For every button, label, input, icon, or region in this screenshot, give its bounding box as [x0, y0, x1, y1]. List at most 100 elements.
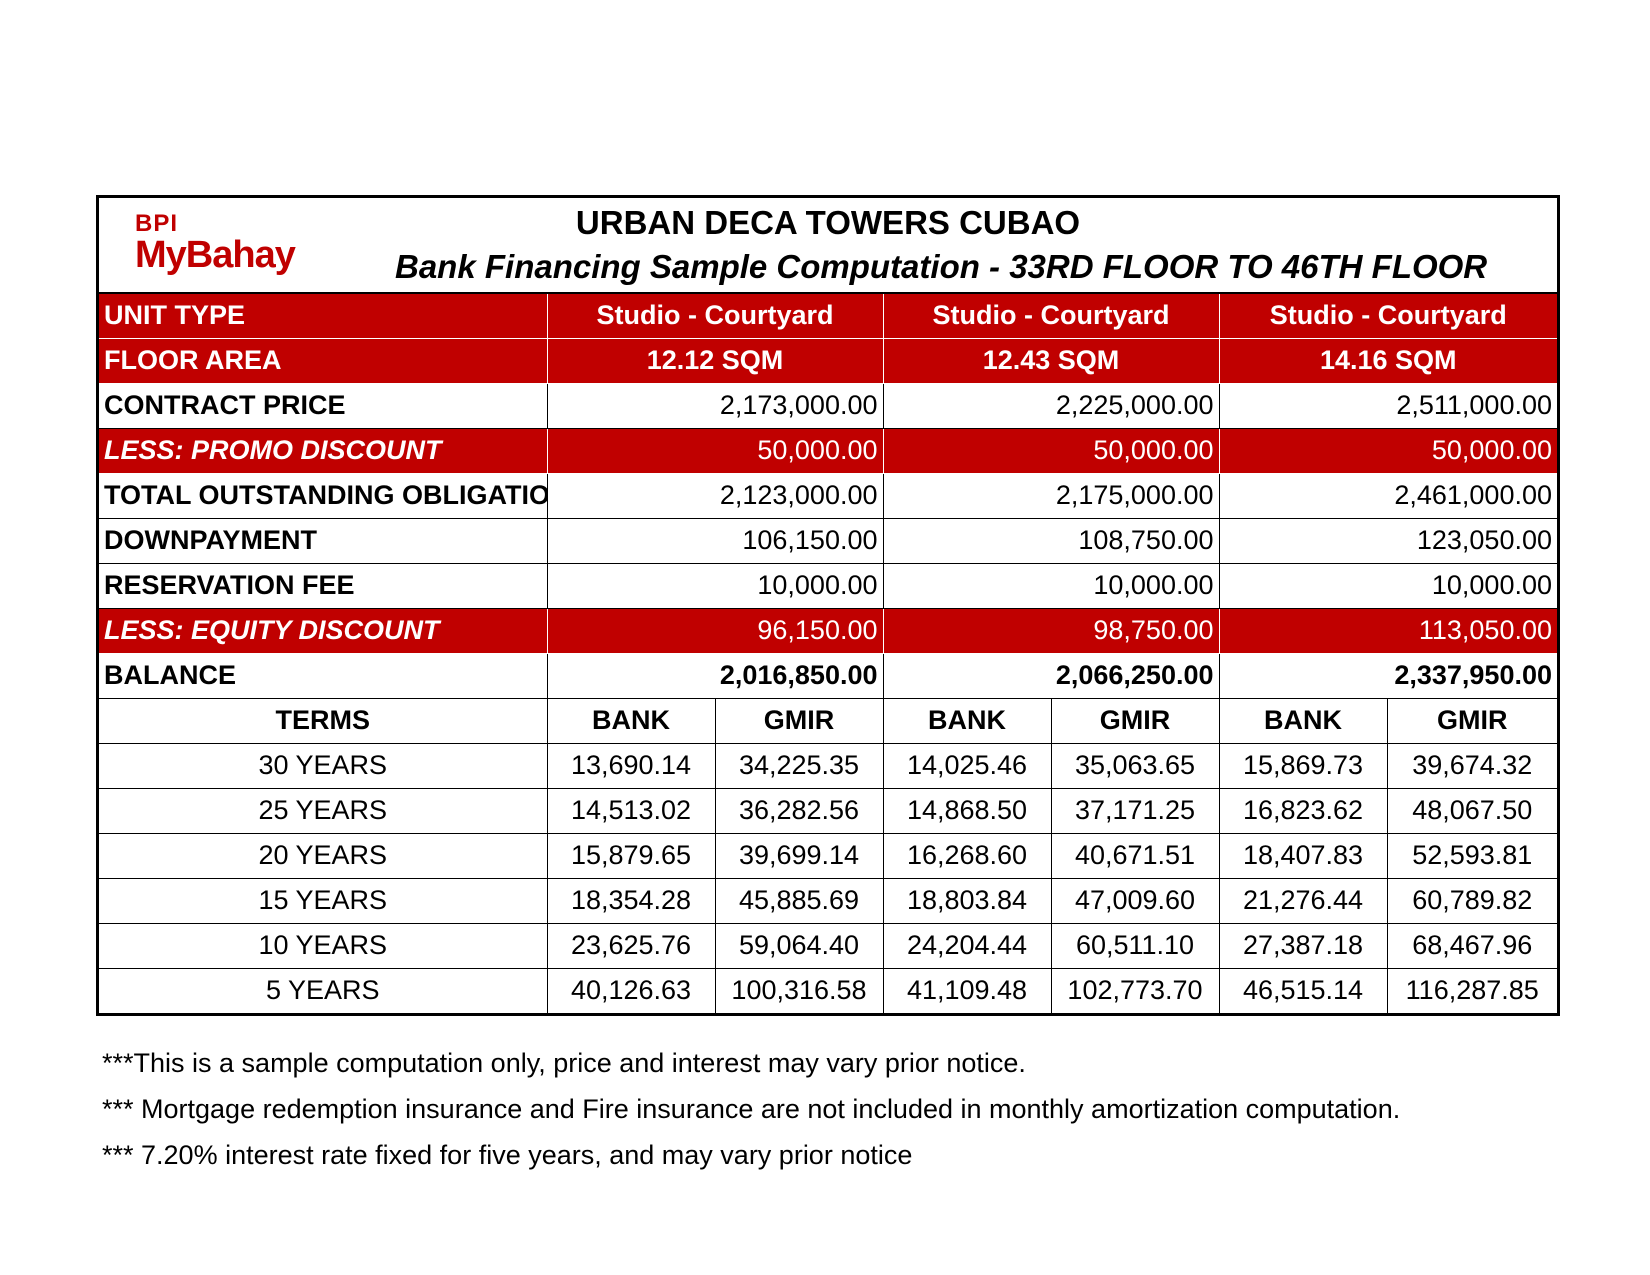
term-cell: 100,316.58: [714, 967, 884, 1013]
total-obligation-cell: 2,123,000.00: [546, 472, 884, 519]
term-cell: 60,789.82: [1386, 877, 1557, 924]
bpi-mybahay-logo: BPI MyBahay: [135, 210, 296, 276]
logo-bpi-text: BPI: [135, 210, 179, 237]
term-cell: 102,773.70: [1050, 967, 1220, 1013]
row-label: FLOOR AREA: [99, 337, 548, 384]
row-balance: BALANCE 2,016,850.00 2,066,250.00 2,337,…: [99, 652, 1557, 699]
downpayment-cell: 106,150.00: [546, 517, 884, 564]
term-cell: 37,171.25: [1050, 787, 1220, 834]
term-row: 5 YEARS 40,126.63 100,316.58 41,109.48 1…: [99, 967, 1557, 1013]
term-cell: 21,276.44: [1218, 877, 1388, 924]
term-cell: 24,204.44: [882, 922, 1052, 969]
term-cell: 18,803.84: [882, 877, 1052, 924]
row-total-obligation: TOTAL OUTSTANDING OBLIGATION 2,123,000.0…: [99, 472, 1557, 519]
term-cell: 52,593.81: [1386, 832, 1557, 879]
sheet-header: BPI MyBahay URBAN DECA TOWERS CUBAO Bank…: [99, 198, 1557, 292]
column-header-gmir: GMIR: [1386, 697, 1557, 744]
term-row: 15 YEARS 18,354.28 45,885.69 18,803.84 4…: [99, 877, 1557, 924]
term-cell: 45,885.69: [714, 877, 884, 924]
term-cell: 39,674.32: [1386, 742, 1557, 789]
row-reservation-fee: RESERVATION FEE 10,000.00 10,000.00 10,0…: [99, 562, 1557, 609]
term-cell: 27,387.18: [1218, 922, 1388, 969]
term-cell: 40,126.63: [546, 967, 716, 1013]
contract-price-cell: 2,173,000.00: [546, 382, 884, 429]
row-contract-price: CONTRACT PRICE 2,173,000.00 2,225,000.00…: [99, 382, 1557, 429]
column-header-gmir: GMIR: [714, 697, 884, 744]
row-equity-discount: LESS: EQUITY DISCOUNT 96,150.00 98,750.0…: [99, 607, 1557, 654]
column-header-bank: BANK: [546, 697, 716, 744]
promo-discount-cell: 50,000.00: [882, 427, 1220, 474]
term-cell: 36,282.56: [714, 787, 884, 834]
row-label: LESS: PROMO DISCOUNT: [99, 427, 548, 474]
term-cell: 39,699.14: [714, 832, 884, 879]
balance-cell: 2,066,250.00: [882, 652, 1220, 699]
term-cell: 13,690.14: [546, 742, 716, 789]
unit-type-cell: Studio - Courtyard: [1218, 292, 1557, 339]
row-label: TOTAL OUTSTANDING OBLIGATION: [99, 472, 548, 519]
terms-header-label: TERMS: [99, 697, 548, 744]
row-unit-type: UNIT TYPE Studio - Courtyard Studio - Co…: [99, 292, 1557, 339]
balance-cell: 2,016,850.00: [546, 652, 884, 699]
floor-area-cell: 12.12 SQM: [546, 337, 884, 384]
reservation-fee-cell: 10,000.00: [882, 562, 1220, 609]
term-label: 20 YEARS: [99, 832, 548, 879]
row-label: DOWNPAYMENT: [99, 517, 548, 564]
computation-sheet: BPI MyBahay URBAN DECA TOWERS CUBAO Bank…: [96, 195, 1560, 1016]
row-label: CONTRACT PRICE: [99, 382, 548, 429]
term-cell: 15,869.73: [1218, 742, 1388, 789]
computation-table: UNIT TYPE Studio - Courtyard Studio - Co…: [99, 292, 1557, 1013]
unit-type-cell: Studio - Courtyard: [546, 292, 884, 339]
balance-cell: 2,337,950.00: [1218, 652, 1557, 699]
logo-mybahay-text: MyBahay: [135, 234, 296, 276]
term-cell: 14,513.02: [546, 787, 716, 834]
equity-discount-cell: 113,050.00: [1218, 607, 1557, 654]
row-label: UNIT TYPE: [99, 292, 548, 339]
total-obligation-cell: 2,461,000.00: [1218, 472, 1557, 519]
term-cell: 15,879.65: [546, 832, 716, 879]
term-cell: 68,467.96: [1386, 922, 1557, 969]
downpayment-cell: 123,050.00: [1218, 517, 1557, 564]
term-cell: 16,268.60: [882, 832, 1052, 879]
column-header-gmir: GMIR: [1050, 697, 1220, 744]
floor-area-cell: 12.43 SQM: [882, 337, 1220, 384]
page-title: URBAN DECA TOWERS CUBAO: [575, 204, 1081, 241]
term-cell: 116,287.85: [1386, 967, 1557, 1013]
row-downpayment: DOWNPAYMENT 106,150.00 108,750.00 123,05…: [99, 517, 1557, 564]
reservation-fee-cell: 10,000.00: [546, 562, 884, 609]
term-cell: 41,109.48: [882, 967, 1052, 1013]
footnote: *** Mortgage redemption insurance and Fi…: [102, 1094, 1401, 1124]
term-label: 15 YEARS: [99, 877, 548, 924]
row-label: RESERVATION FEE: [99, 562, 548, 609]
promo-discount-cell: 50,000.00: [546, 427, 884, 474]
floor-area-cell: 14.16 SQM: [1218, 337, 1557, 384]
term-cell: 18,407.83: [1218, 832, 1388, 879]
term-cell: 23,625.76: [546, 922, 716, 969]
term-cell: 60,511.10: [1050, 922, 1220, 969]
column-header-bank: BANK: [1218, 697, 1388, 744]
term-cell: 14,025.46: [882, 742, 1052, 789]
footnotes: ***This is a sample computation only, pr…: [102, 1040, 1400, 1178]
term-label: 25 YEARS: [99, 787, 548, 834]
unit-type-cell: Studio - Courtyard: [882, 292, 1220, 339]
term-cell: 14,868.50: [882, 787, 1052, 834]
term-label: 5 YEARS: [99, 967, 548, 1013]
term-cell: 46,515.14: [1218, 967, 1388, 1013]
term-row: 25 YEARS 14,513.02 36,282.56 14,868.50 3…: [99, 787, 1557, 834]
row-label: BALANCE: [99, 652, 548, 699]
footnote: ***This is a sample computation only, pr…: [102, 1048, 1026, 1078]
page-subtitle: Bank Financing Sample Computation - 33RD…: [395, 248, 1488, 285]
equity-discount-cell: 98,750.00: [882, 607, 1220, 654]
term-label: 30 YEARS: [99, 742, 548, 789]
row-floor-area: FLOOR AREA 12.12 SQM 12.43 SQM 14.16 SQM: [99, 337, 1557, 384]
term-cell: 47,009.60: [1050, 877, 1220, 924]
column-header-bank: BANK: [882, 697, 1052, 744]
reservation-fee-cell: 10,000.00: [1218, 562, 1557, 609]
promo-discount-cell: 50,000.00: [1218, 427, 1557, 474]
term-cell: 16,823.62: [1218, 787, 1388, 834]
term-cell: 48,067.50: [1386, 787, 1557, 834]
total-obligation-cell: 2,175,000.00: [882, 472, 1220, 519]
term-row: 20 YEARS 15,879.65 39,699.14 16,268.60 4…: [99, 832, 1557, 879]
term-cell: 35,063.65: [1050, 742, 1220, 789]
contract-price-cell: 2,511,000.00: [1218, 382, 1557, 429]
row-terms-header: TERMS BANK GMIR BANK GMIR BANK GMIR: [99, 697, 1557, 744]
